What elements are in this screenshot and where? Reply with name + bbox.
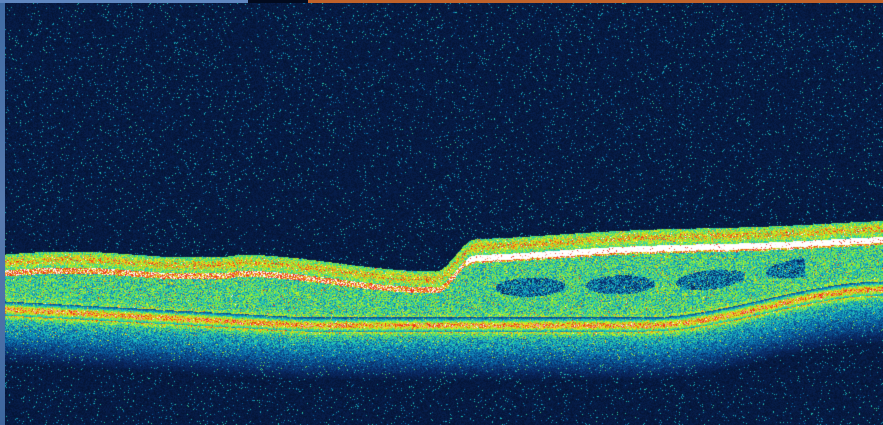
- top-edge-strip-orange: [308, 0, 883, 3]
- top-edge-strip-blue: [0, 0, 248, 3]
- left-edge-strip: [0, 0, 5, 425]
- retina-scan-canvas: [5, 3, 883, 425]
